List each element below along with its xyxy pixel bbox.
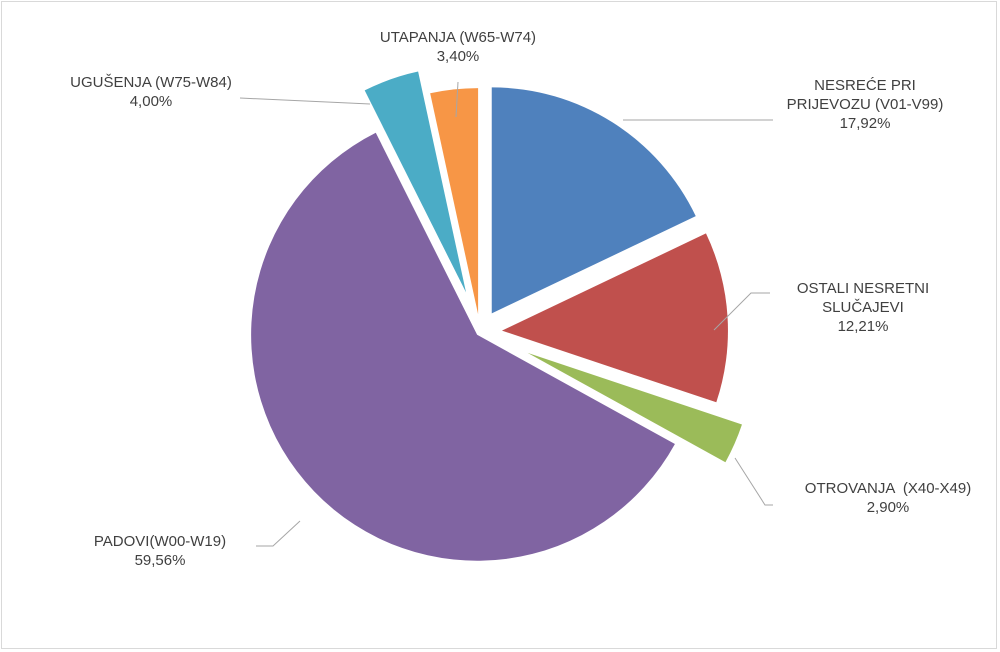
leader-line-suffocation	[239, 97, 371, 105]
pie-slice-other-accidents	[501, 233, 728, 403]
data-label-falls: PADOVI(W00-W19) 59,56%	[94, 533, 226, 569]
leader-line-poisoning	[734, 457, 773, 506]
data-label-suffocation: UGUŠENJA (W75-W84) 4,00%	[70, 74, 232, 110]
leader-line-drowning	[455, 81, 459, 118]
data-label-poisoning: OTROVANJA (X40-X49) 2,90%	[805, 480, 971, 516]
pie-slice-drowning	[430, 88, 479, 315]
pie-slice-poisoning	[527, 352, 742, 463]
pie-slice-falls	[251, 132, 675, 561]
pie-slice-transport	[491, 87, 696, 314]
pie-slice-suffocation	[364, 71, 467, 293]
data-label-drowning: UTAPANJA (W65-W74) 3,40%	[380, 29, 536, 65]
data-label-transport: NESREĆE PRI PRIJEVOZU (V01-V99) 17,92%	[787, 77, 944, 132]
leader-line-other-accidents	[713, 292, 770, 331]
data-label-other-accidents: OSTALI NESRETNI SLUČAJEVI 12,21%	[797, 280, 929, 335]
leader-line-falls	[256, 520, 301, 547]
